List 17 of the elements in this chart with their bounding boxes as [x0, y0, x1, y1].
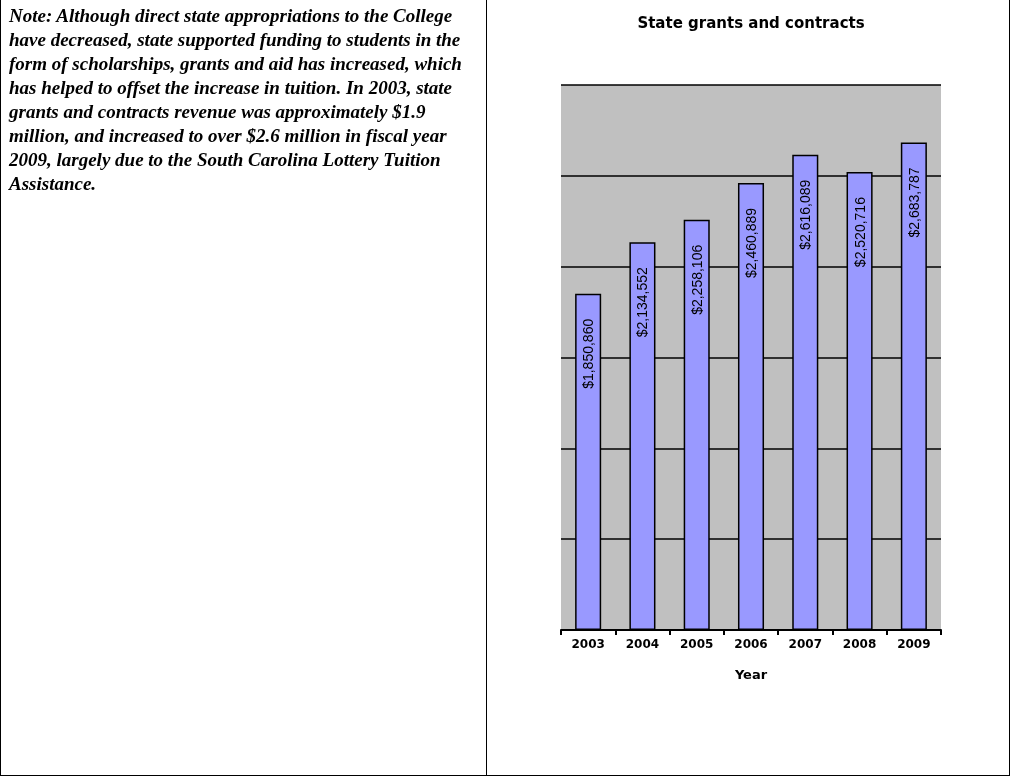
- data-label: $2,258,106: [688, 244, 705, 315]
- x-axis-title: Year: [733, 667, 768, 682]
- x-tick-label: 2009: [897, 637, 931, 651]
- data-label: $2,616,089: [797, 179, 814, 250]
- data-label: $2,520,716: [851, 196, 868, 268]
- data-label: $2,460,889: [743, 207, 759, 279]
- x-tick-label: 2005: [680, 637, 714, 651]
- x-tick-label: 2008: [842, 637, 877, 651]
- data-label: $2,134,552: [634, 267, 651, 338]
- x-tick-label: 2004: [625, 637, 660, 651]
- x-tick-label: 2003: [571, 637, 605, 651]
- data-label: $1,850,860: [580, 318, 597, 389]
- x-tick-label: 2007: [788, 637, 822, 651]
- x-tick-label: 2006: [734, 637, 768, 651]
- data-label: $2,683,787: [905, 167, 922, 238]
- text: Note: Although direct state appropriations to the College have decreased, state supported funding to students in the form of scholarships, grants and aid has increased, which has helped to offset the increase in tuition. In 2003, state grants and contracts revenue was approximately $1.9 million, and increased to over $2.6 million in fiscal year 2009, largely due to the South Carolina Lottery Tuition Assistance.: [9, 4, 463, 196]
- chart-title: State grants and contracts: [637, 13, 865, 32]
